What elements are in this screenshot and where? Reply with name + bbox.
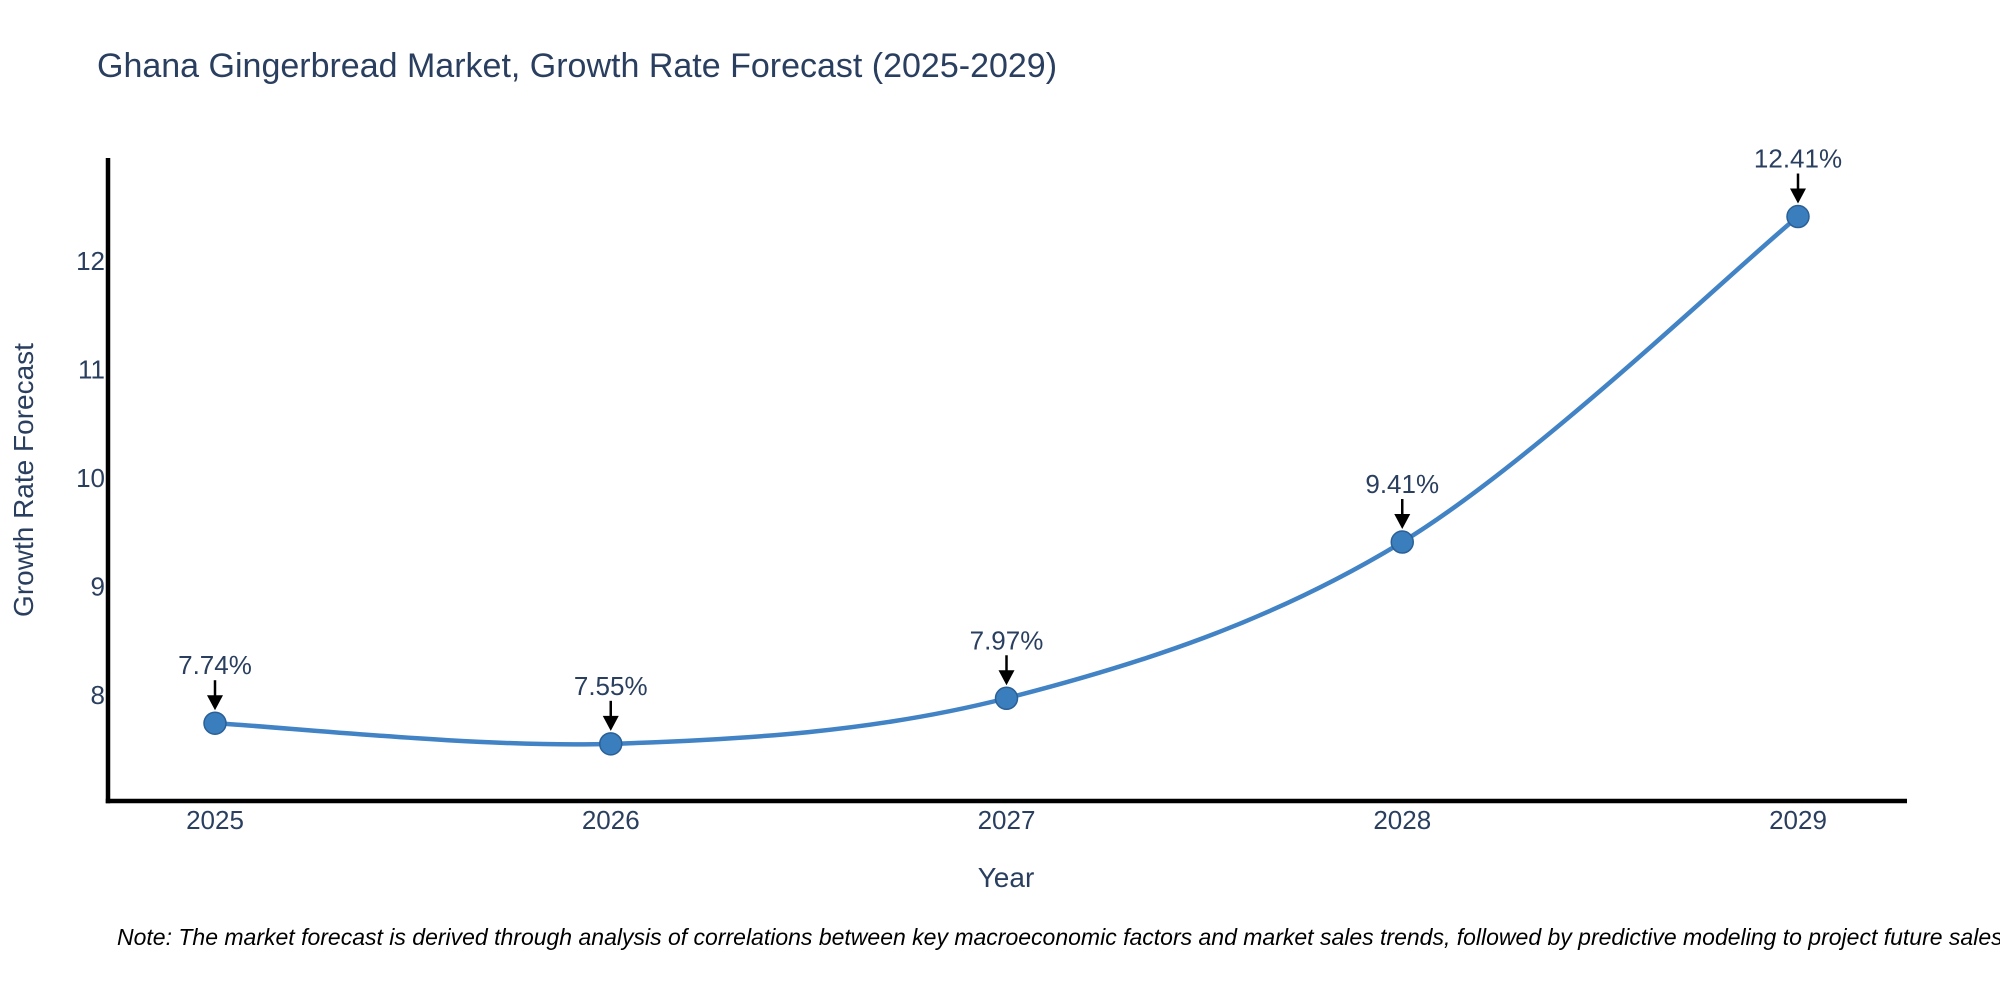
point-value-label: 7.74% <box>178 650 252 680</box>
data-point-marker[interactable] <box>1390 530 1414 554</box>
note-text: Note: The market forecast is derived thr… <box>117 924 2000 950</box>
x-axis-ticks: 2025 2026 2027 2028 2029 <box>186 805 1827 835</box>
y-tick-label: 8 <box>91 680 105 710</box>
data-point-marker[interactable] <box>599 732 623 756</box>
y-tick-label: 9 <box>91 572 105 602</box>
y-tick-label: 10 <box>76 463 105 493</box>
x-tick-label: 2029 <box>1769 805 1827 835</box>
data-point-marker[interactable] <box>203 711 227 735</box>
y-tick-label: 11 <box>78 355 105 385</box>
x-axis-title: Year <box>978 862 1035 893</box>
line-series <box>203 204 1810 756</box>
annotation-arrowhead-icon <box>207 695 223 711</box>
x-tick-label: 2025 <box>186 805 244 835</box>
point-value-label: 7.97% <box>970 625 1044 655</box>
annotation-arrowhead-icon <box>602 715 619 731</box>
x-tick-label: 2026 <box>582 805 640 835</box>
data-point-marker[interactable] <box>1786 204 1810 229</box>
data-point-marker[interactable] <box>994 686 1019 711</box>
chart-title: Ghana Gingerbread Market, Growth Rate Fo… <box>97 47 1057 85</box>
annotation-arrowhead-icon <box>1790 188 1806 204</box>
point-value-label: 12.41% <box>1754 144 1842 174</box>
annotation-arrowhead-icon <box>998 670 1015 686</box>
x-tick-label: 2028 <box>1373 805 1431 835</box>
axes <box>105 158 1907 804</box>
x-tick-label: 2027 <box>978 805 1036 835</box>
y-axis-title: Growth Rate Forecast <box>8 343 39 617</box>
annotation-arrowhead-icon <box>1394 514 1411 530</box>
point-value-label: 7.55% <box>574 671 648 701</box>
point-value-label: 9.41% <box>1365 469 1439 499</box>
y-axis-ticks: 8 9 10 11 12 <box>76 246 105 710</box>
point-annotations: 7.74% 7.55% 7.97% 9.41% 12.41% <box>178 144 1842 731</box>
y-tick-label: 12 <box>76 246 105 276</box>
